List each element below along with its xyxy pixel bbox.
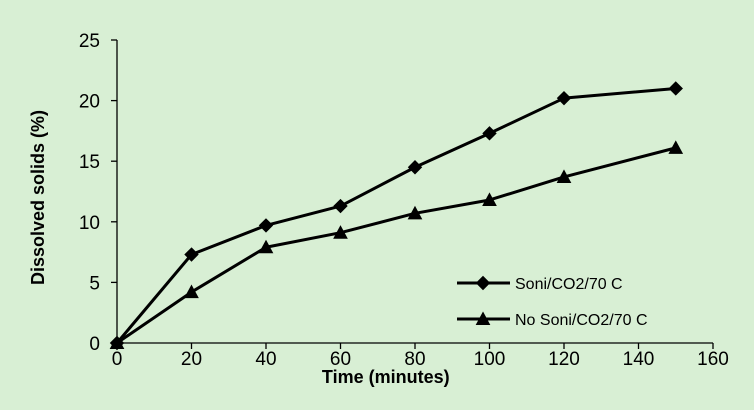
x-tick-label: 140 xyxy=(623,349,655,370)
x-tick-label: 80 xyxy=(404,349,425,370)
data-point-triangle xyxy=(333,225,348,239)
y-tick-label: 10 xyxy=(79,213,100,234)
x-axis-title: Time (minutes) xyxy=(322,367,450,387)
data-point-diamond xyxy=(333,198,348,214)
series-line xyxy=(116,146,677,345)
x-tick-label: 20 xyxy=(181,349,202,370)
data-point-diamond xyxy=(668,81,683,96)
data-point-diamond xyxy=(407,160,423,175)
data-point-triangle xyxy=(482,192,497,207)
data-point-diamond xyxy=(258,218,274,233)
y-tick-label: 5 xyxy=(89,273,100,294)
legend-label: Soni/CO2/70 C xyxy=(515,276,623,293)
y-axis-title: Dissolved solids (%) xyxy=(28,110,48,285)
data-point-triangle xyxy=(184,284,199,299)
data-point-triangle xyxy=(668,140,684,154)
data-point-triangle xyxy=(258,239,274,254)
data-point-triangle xyxy=(407,205,423,220)
y-tick-label: 15 xyxy=(79,152,100,173)
series-line xyxy=(115,86,676,344)
legend-diamond-marker xyxy=(475,275,491,291)
y-tick-label: 20 xyxy=(79,92,100,113)
x-tick-label: 100 xyxy=(474,349,506,370)
x-tick-label: 120 xyxy=(548,349,580,370)
x-tick-label: 160 xyxy=(697,349,729,370)
data-point-diamond xyxy=(184,247,199,262)
y-tick-label: 0 xyxy=(89,334,100,355)
x-tick-label: 0 xyxy=(112,349,123,370)
legend-label: No Soni/CO2/70 C xyxy=(515,312,648,329)
x-tick-label: 60 xyxy=(330,349,351,370)
legend-triangle-marker xyxy=(475,311,491,326)
legend-item: Soni/CO2/70 C xyxy=(457,275,623,293)
x-tick-label: 40 xyxy=(255,349,276,370)
series-1 xyxy=(109,81,683,351)
data-point-triangle xyxy=(556,169,572,183)
data-point-diamond xyxy=(556,90,572,106)
data-point-diamond xyxy=(482,126,497,141)
y-tick-label: 25 xyxy=(79,31,100,52)
legend-item: No Soni/CO2/70 C xyxy=(457,311,648,329)
legend: Soni/CO2/70 C No Soni/CO2/70 C xyxy=(457,275,648,329)
